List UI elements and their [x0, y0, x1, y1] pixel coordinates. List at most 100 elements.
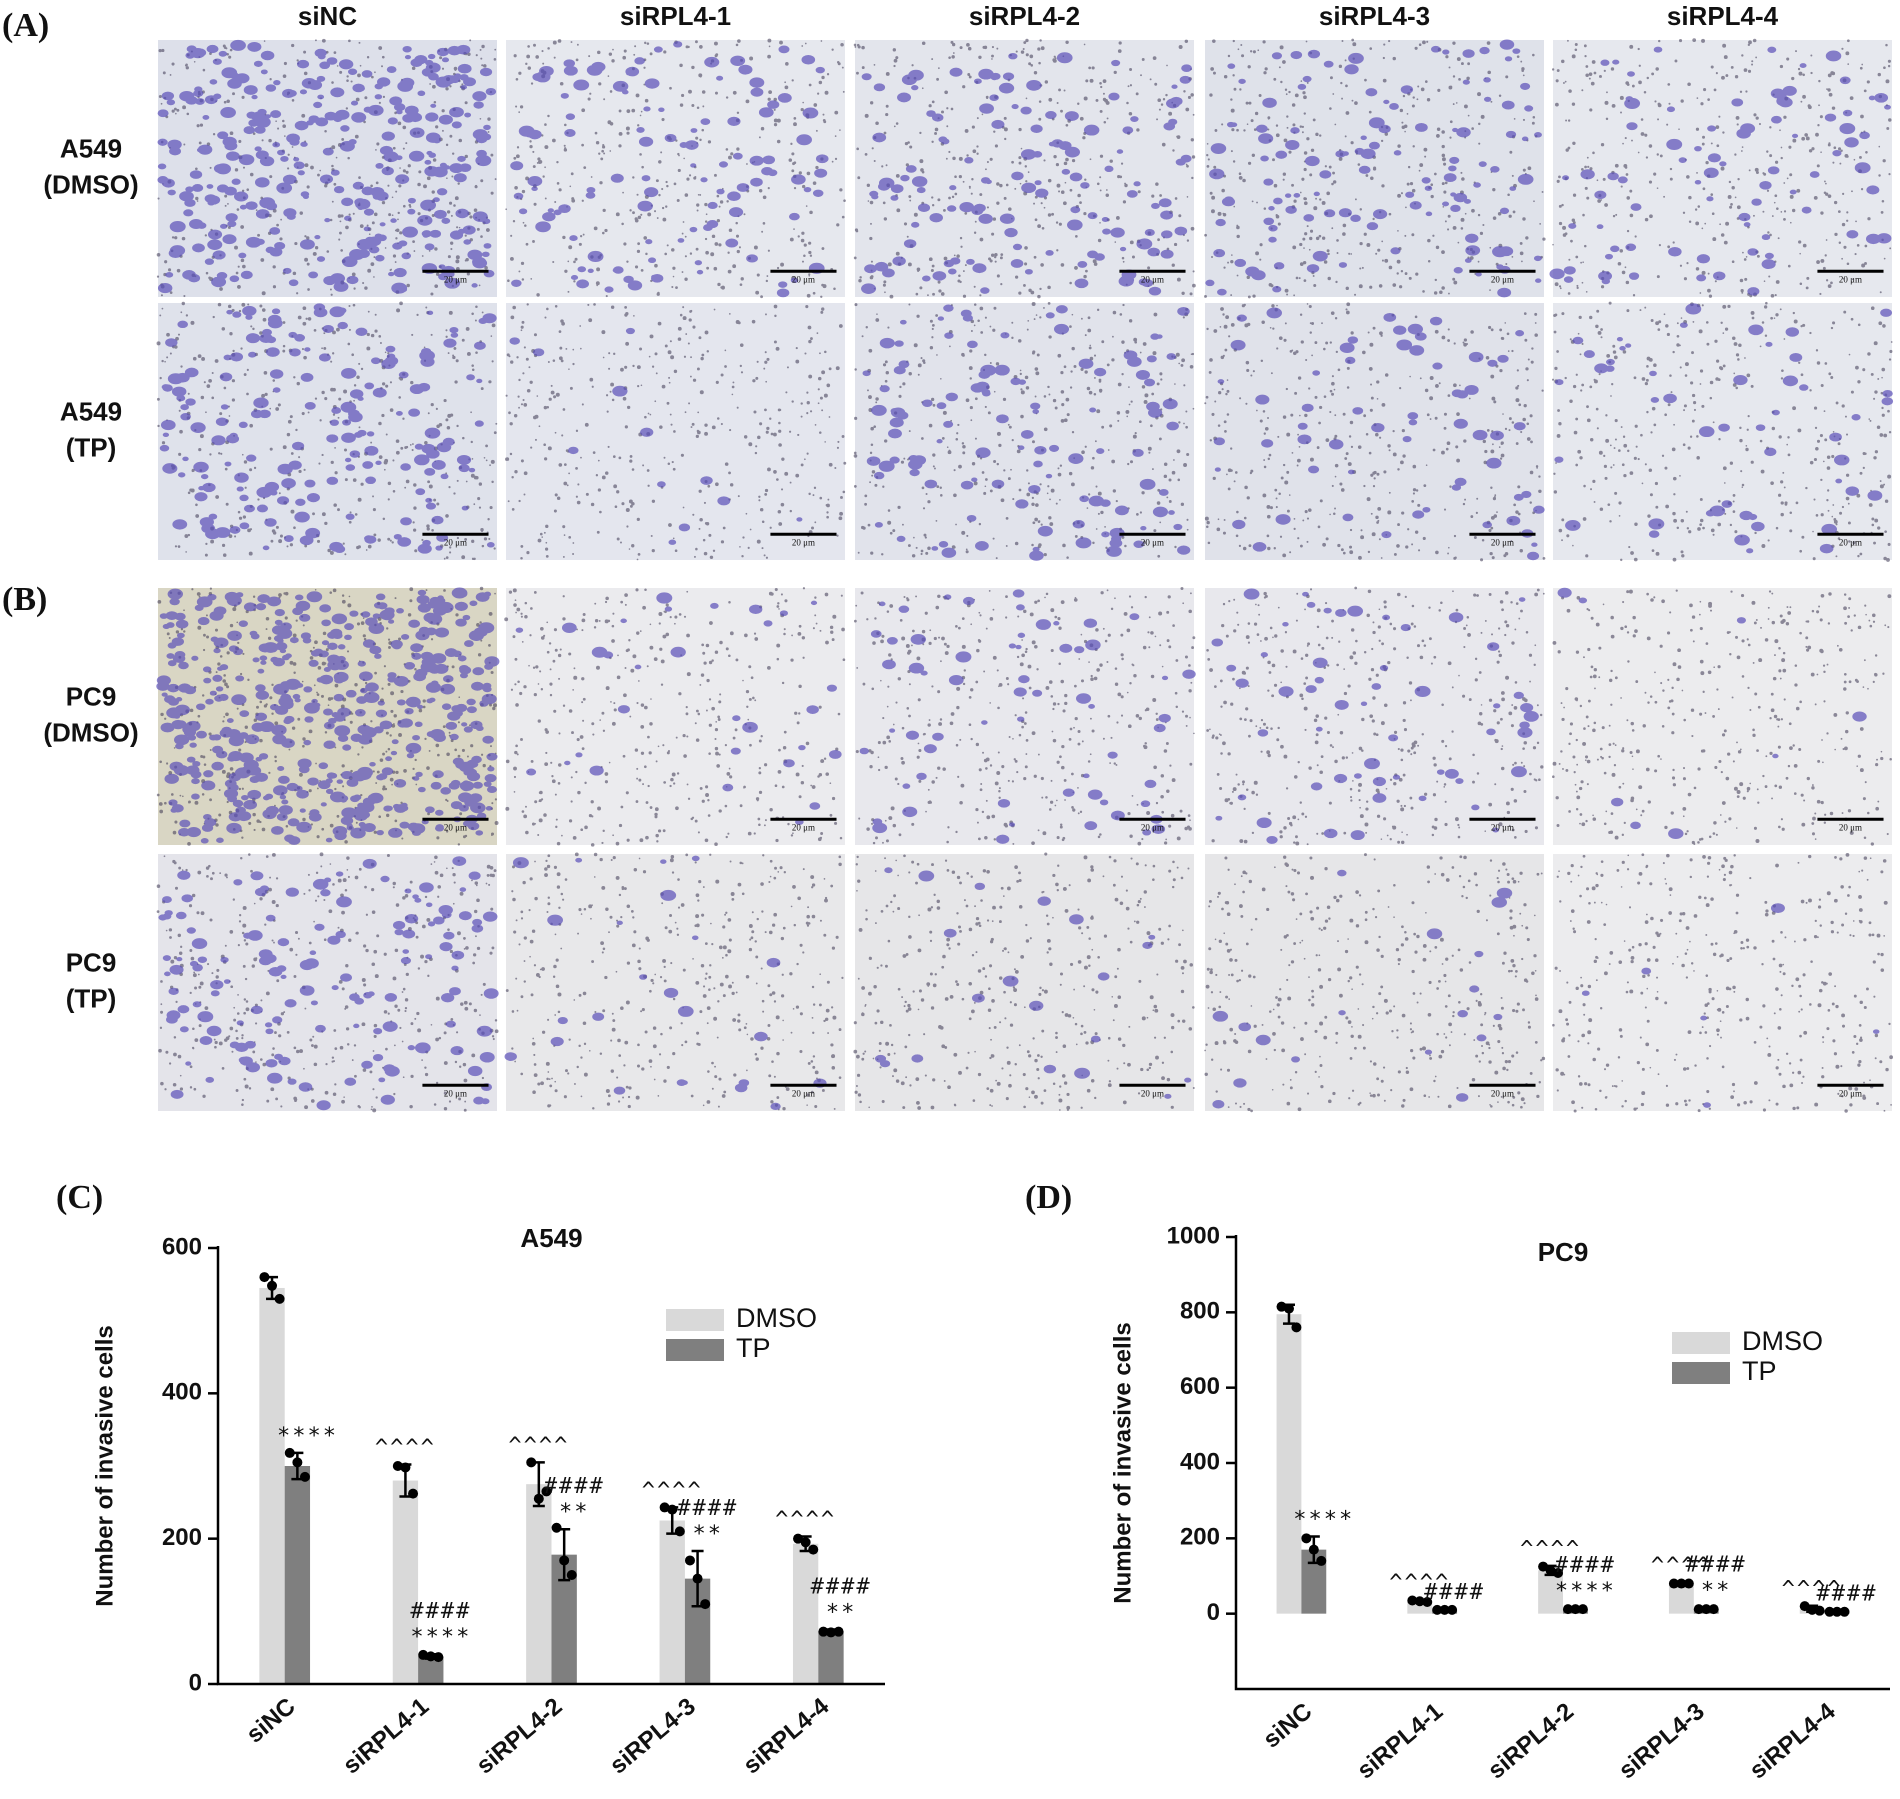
legend-label: TP: [1742, 1356, 1777, 1386]
data-point: [1439, 1604, 1450, 1615]
scale-bar-label: 20 μm: [1491, 274, 1514, 284]
y-tick-label: 400: [1180, 1448, 1220, 1475]
significance-label: ^^^^: [508, 1433, 569, 1458]
column-header: siRPL4-2: [969, 1, 1080, 31]
scale-bar-label: 20 μm: [1839, 274, 1862, 284]
data-point: [1807, 1604, 1818, 1615]
scale-bar-label: 20 μm: [1141, 274, 1164, 284]
significance-label: ####: [1424, 1580, 1485, 1605]
data-point: [692, 1573, 703, 1584]
data-point: [1422, 1596, 1433, 1607]
legend-swatch: [1672, 1332, 1730, 1354]
significance-label: ^^^^: [375, 1436, 436, 1461]
micrograph: [855, 854, 1194, 1111]
significance-label: ####: [677, 1496, 738, 1521]
significance-label: ^^^^: [1520, 1537, 1581, 1562]
data-point: [418, 1649, 429, 1660]
micrograph: [1205, 854, 1544, 1111]
data-point: [818, 1626, 829, 1637]
data-point: [299, 1471, 310, 1482]
data-point: [292, 1457, 303, 1468]
data-point: [700, 1599, 711, 1610]
bar: [284, 1466, 311, 1684]
column-header: siRPL4-1: [620, 1, 731, 31]
micrograph: [506, 588, 845, 845]
row-label: (DMSO): [43, 169, 138, 199]
legend-swatch: [666, 1309, 724, 1331]
data-point: [1291, 1322, 1302, 1333]
micrograph: [1205, 588, 1544, 845]
data-point: [1683, 1578, 1694, 1589]
data-point: [1553, 1567, 1564, 1578]
data-point: [1308, 1544, 1319, 1555]
stained-cells: [1212, 869, 1513, 1109]
data-point: [1668, 1578, 1679, 1589]
row-label: PC9: [66, 681, 117, 711]
row-label: A549: [60, 396, 122, 426]
legend-label: DMSO: [736, 1303, 817, 1333]
data-point: [259, 1272, 270, 1283]
stained-cells: [1554, 303, 1894, 554]
y-tick-label: 800: [1180, 1298, 1220, 1325]
y-tick-label: 600: [162, 1233, 202, 1260]
y-tick-label: 200: [1180, 1524, 1220, 1551]
significance-label: ####: [410, 1599, 471, 1624]
scale-bar-label: 20 μm: [1491, 822, 1514, 832]
significance-label: ****: [1293, 1507, 1354, 1532]
legend-swatch: [1672, 1362, 1730, 1384]
data-point: [793, 1533, 804, 1544]
data-point: [400, 1462, 411, 1473]
stained-cells: [158, 856, 499, 1111]
data-point: [1570, 1604, 1581, 1615]
stained-cells: [1213, 307, 1545, 561]
data-point: [1538, 1561, 1549, 1572]
stained-dots: [1551, 38, 1892, 298]
scale-bar-label: 20 μm: [1839, 537, 1862, 547]
significance-label: ****: [410, 1625, 471, 1650]
data-point: [274, 1293, 285, 1304]
x-tick-label: siRPL4-2: [471, 1693, 567, 1780]
bar: [1668, 1583, 1694, 1614]
data-point: [1447, 1604, 1458, 1615]
data-point: [267, 1280, 278, 1291]
scale-bar-label: 20 μm: [1141, 1088, 1164, 1098]
significance-label: ^^^^: [1782, 1577, 1843, 1602]
significance-label: **: [692, 1522, 723, 1547]
bar: [259, 1287, 285, 1684]
x-tick-label: siRPL4-1: [1352, 1698, 1448, 1785]
data-point: [833, 1626, 844, 1637]
scale-bar-label: 20 μm: [444, 822, 467, 832]
significance-label: ^^^^: [775, 1507, 836, 1532]
axes: [1234, 1235, 1890, 1691]
data-point: [1701, 1604, 1712, 1615]
stained-cells: [861, 52, 1193, 296]
row-label: (DMSO): [43, 717, 138, 747]
micrograph: [1553, 854, 1892, 1111]
significance-label: ####: [1555, 1553, 1616, 1578]
panel-label: (B): [2, 581, 47, 618]
data-point: [1693, 1604, 1704, 1615]
significance-label: ^^^^: [1651, 1553, 1712, 1578]
data-point: [1824, 1606, 1835, 1617]
scale-bar-label: 20 μm: [792, 822, 815, 832]
bar: [1276, 1314, 1302, 1614]
data-point: [1562, 1604, 1573, 1615]
data-point: [566, 1570, 577, 1580]
scale-bar-label: 20 μm: [444, 537, 467, 547]
data-point: [1676, 1578, 1687, 1589]
legend-swatch: [666, 1339, 724, 1361]
stained-dots: [1552, 589, 1892, 846]
y-axis-label: Number of invasive cells: [1109, 1322, 1136, 1603]
data-point: [659, 1502, 670, 1513]
legend-label: TP: [736, 1333, 771, 1363]
scale-bar-label: 20 μm: [792, 1088, 815, 1098]
data-point: [1839, 1606, 1850, 1617]
micrograph: [506, 854, 845, 1111]
x-tick-label: siRPL4-2: [1483, 1698, 1579, 1785]
significance-label: **: [559, 1500, 590, 1525]
stained-dots: [853, 587, 1196, 846]
data-point: [408, 1488, 419, 1499]
scale-bar-label: 20 μm: [792, 274, 815, 284]
data-point: [425, 1651, 436, 1662]
